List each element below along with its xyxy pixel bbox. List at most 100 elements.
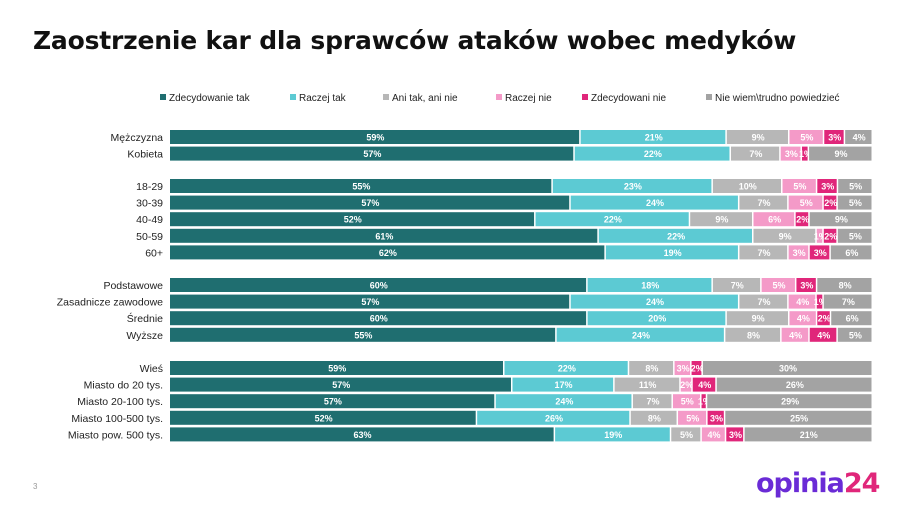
legend-label: Ani tak, ani nie xyxy=(392,93,458,104)
data-label: 5% xyxy=(773,281,786,291)
data-label: 3% xyxy=(710,413,723,423)
data-label: 62% xyxy=(379,248,397,258)
data-label: 4% xyxy=(796,297,809,307)
data-label: 22% xyxy=(558,364,576,374)
data-label: 24% xyxy=(646,297,664,307)
bar-segment xyxy=(837,195,872,210)
bar-segment xyxy=(726,427,744,442)
bar-segment xyxy=(809,327,837,342)
row-label: 30-39 xyxy=(136,198,163,210)
data-label: 57% xyxy=(324,397,342,407)
legend-swatch xyxy=(290,94,296,100)
data-label: 63% xyxy=(354,430,372,440)
row-label: Miasto pow. 500 tys. xyxy=(68,429,163,441)
bar-segment xyxy=(795,212,809,227)
bar-segment xyxy=(678,410,707,425)
bar-segment xyxy=(170,146,574,161)
data-label: 4% xyxy=(708,430,721,440)
bar-segment xyxy=(707,410,724,425)
bar-segment xyxy=(170,377,511,392)
bar-segment xyxy=(170,195,570,210)
data-label: 7% xyxy=(758,248,771,258)
bar-segment xyxy=(782,179,816,193)
bar-segment xyxy=(170,212,535,227)
bar-segment xyxy=(630,410,677,425)
bar-segment xyxy=(614,377,680,392)
bar-segment xyxy=(170,394,495,409)
data-label: 1% xyxy=(814,231,827,241)
bar-segment xyxy=(556,327,724,342)
data-label: 7% xyxy=(646,397,659,407)
data-label: 24% xyxy=(632,330,650,340)
data-label: 5% xyxy=(849,330,862,340)
bar-segment xyxy=(726,130,788,144)
chart-title: Zaostrzenie kar dla sprawców ataków wobe… xyxy=(33,26,797,55)
data-label: 3% xyxy=(814,248,827,258)
data-label: 57% xyxy=(361,198,379,208)
bar-segment xyxy=(170,361,503,375)
data-label: 24% xyxy=(555,397,573,407)
data-label: 18% xyxy=(641,281,659,291)
bar-segment xyxy=(170,278,587,292)
bar-segment xyxy=(170,130,580,144)
data-label: 2% xyxy=(796,215,809,225)
data-label: 5% xyxy=(849,182,862,192)
data-label: 57% xyxy=(363,149,381,159)
bar-segment xyxy=(744,427,872,442)
data-label: 59% xyxy=(366,133,384,143)
data-label: 60% xyxy=(370,314,388,324)
bar-segment xyxy=(170,245,605,260)
legend-label: Zdecydowanie tak xyxy=(169,93,251,104)
legend-swatch xyxy=(706,94,712,100)
data-label: 22% xyxy=(604,215,622,225)
bar-segment xyxy=(495,394,632,409)
legend-label: Nie wiem\trudno powiedzieć xyxy=(715,93,840,104)
data-label: 6% xyxy=(845,248,858,258)
data-label: 9% xyxy=(835,149,848,159)
data-label: 2% xyxy=(824,231,837,241)
bar-segment xyxy=(605,245,738,260)
data-label: 3% xyxy=(793,248,806,258)
bar-segment xyxy=(552,179,712,193)
bar-segment xyxy=(629,361,674,375)
bar-segment xyxy=(809,146,872,161)
bar-segment xyxy=(788,294,816,309)
data-label: 5% xyxy=(686,413,699,423)
row-label: Wyższe xyxy=(126,330,163,342)
data-label: 2% xyxy=(818,314,831,324)
row-label: Podstawowe xyxy=(103,280,163,292)
bar-segment xyxy=(587,278,712,292)
bar-segment xyxy=(580,130,726,144)
data-label: 7% xyxy=(758,297,771,307)
data-label: 4% xyxy=(698,380,711,390)
bar-segment xyxy=(707,394,872,409)
data-label: 4% xyxy=(789,330,802,340)
bar-segment xyxy=(781,327,809,342)
row-label: 18-29 xyxy=(136,181,163,193)
row-label: Kobieta xyxy=(127,149,163,161)
bar-segment xyxy=(716,377,872,392)
data-label: 57% xyxy=(332,380,350,390)
bar-segment xyxy=(170,311,587,326)
data-label: 55% xyxy=(352,182,370,192)
data-label: 25% xyxy=(790,413,808,423)
data-label: 9% xyxy=(715,215,728,225)
data-label: 9% xyxy=(835,215,848,225)
bar-segment xyxy=(816,294,823,309)
bar-segment xyxy=(555,427,670,442)
data-label: 59% xyxy=(328,364,346,374)
bar-segment xyxy=(170,427,554,442)
data-label: 11% xyxy=(639,380,657,390)
bar-segment xyxy=(598,228,752,243)
data-label: 6% xyxy=(768,215,781,225)
bar-segment xyxy=(788,195,823,210)
data-label: 23% xyxy=(624,182,642,192)
data-label: 7% xyxy=(749,149,762,159)
bar-segment xyxy=(830,245,872,260)
bar-segment xyxy=(823,294,872,309)
bar-segment xyxy=(512,377,614,392)
bar-segment xyxy=(753,212,795,227)
bar-segment xyxy=(170,294,570,309)
bar-segment xyxy=(780,146,801,161)
